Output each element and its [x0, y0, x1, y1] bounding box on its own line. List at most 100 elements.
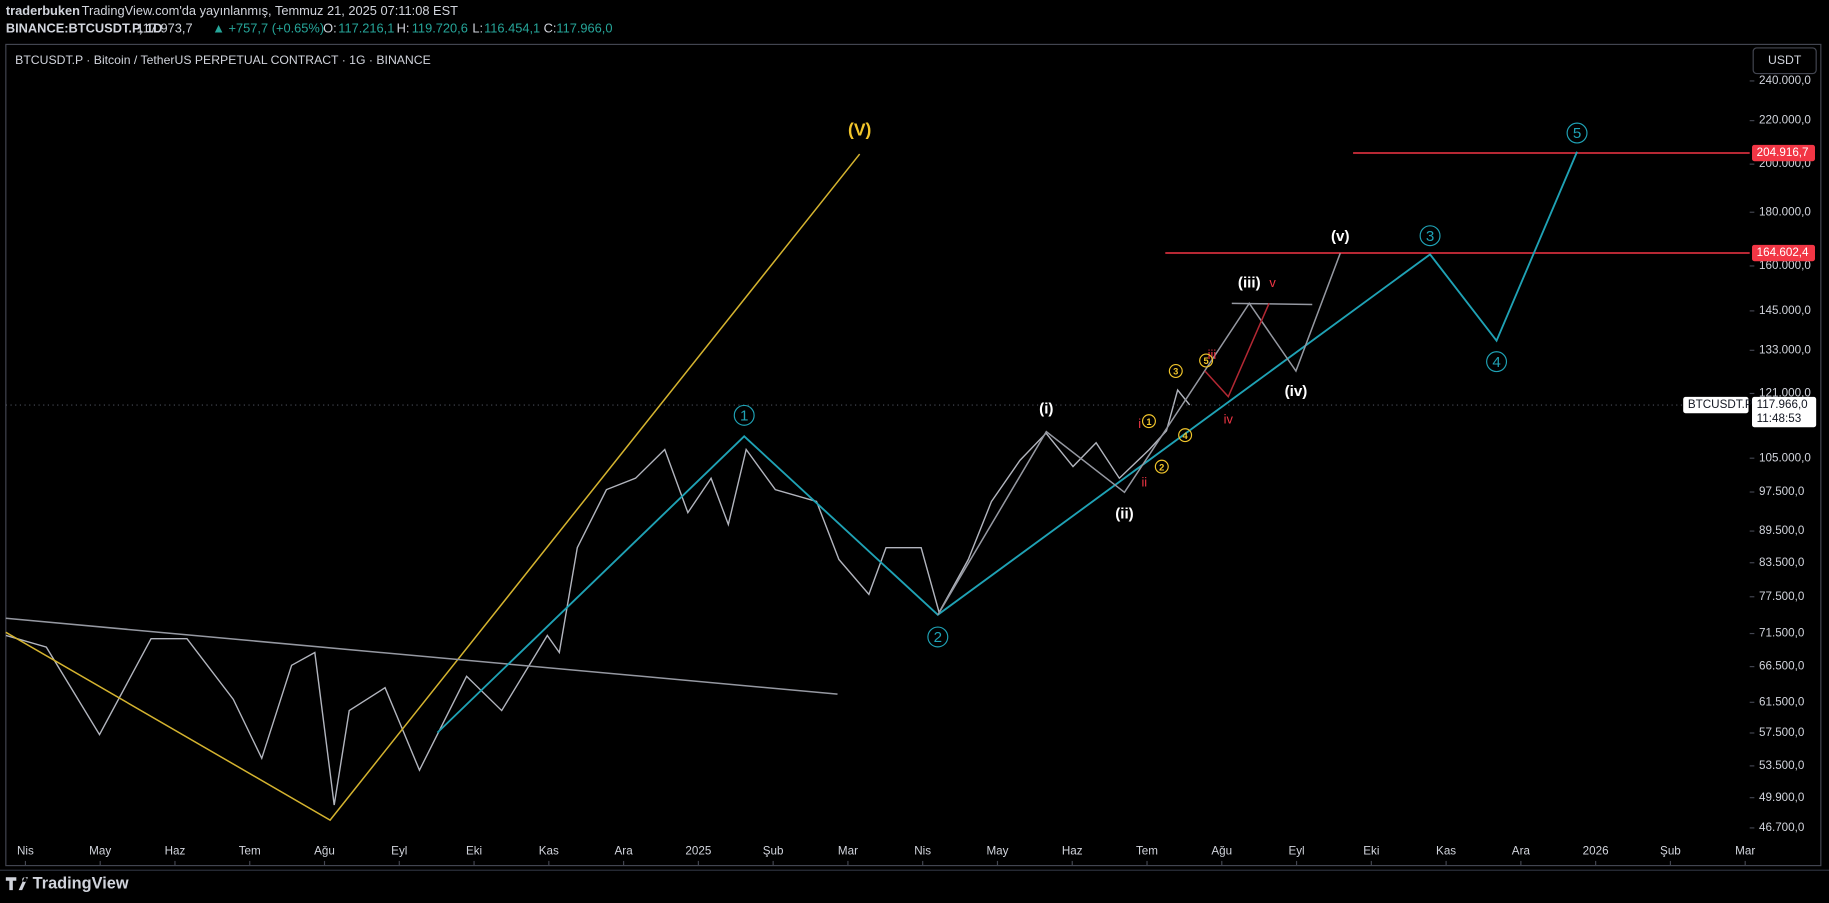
x-tick-label: Eyl: [391, 845, 407, 858]
x-tick-label: Kas: [1436, 845, 1456, 858]
plot: [5, 152, 1750, 806]
x-tick-label: Eyl: [1288, 845, 1304, 858]
cyan-wave-line: [436, 151, 1578, 734]
y-tick-label: 160.000,0: [1759, 259, 1811, 272]
wave-circle: [1419, 225, 1441, 247]
currency-button[interactable]: [1752, 47, 1817, 75]
last-price-tag: [1752, 396, 1817, 428]
x-tick-label: Haz: [1062, 845, 1083, 858]
sub-wave-circle: [1168, 364, 1183, 379]
y-tick-label: 105.000,0: [1759, 451, 1811, 464]
red-wave-line: [1204, 303, 1270, 399]
high-label: H:: [397, 21, 410, 36]
y-tick-label: 66.500,0: [1759, 660, 1805, 673]
drawings: [5, 151, 1578, 822]
wave-label: 4: [1492, 354, 1500, 371]
x-tick-label: Şub: [763, 845, 784, 858]
y-tick-label: 220.000,0: [1759, 114, 1811, 127]
x-tick-label: Haz: [165, 845, 186, 858]
x-tick-label: Ağu: [314, 845, 335, 858]
wave-label: 5: [1204, 356, 1209, 366]
x-tick-label: Kas: [539, 845, 559, 858]
price-tag-label: 164.602,4: [1757, 246, 1809, 259]
brand: TradingView: [33, 875, 129, 893]
wave-label: (iv): [1285, 383, 1308, 400]
y-tick-label: 121.000,0: [1759, 387, 1811, 400]
wave-label: 2: [934, 629, 942, 646]
sub-wave-circle: [1199, 353, 1214, 368]
wave-label: 1: [1146, 417, 1151, 427]
yellow-wave-line: [5, 153, 861, 822]
close: 117.966,0: [556, 21, 612, 36]
price-line: [5, 388, 1191, 806]
wave-label: 3: [1173, 367, 1178, 377]
symbol-tag: [1683, 396, 1749, 414]
y-tick-label: 61.500,0: [1759, 695, 1805, 708]
x-tick-label: Eki: [1363, 845, 1379, 858]
price-tag: [1752, 244, 1816, 262]
y-tick-label: 83.500,0: [1759, 556, 1805, 569]
wave-label: (iii): [1238, 275, 1261, 292]
author: traderbuken: [6, 3, 80, 18]
wave-labels: (V) 1 2 3 4 5 (i) (ii) (iii) (iv) (v) i …: [733, 119, 1588, 648]
high: 119.720,6: [412, 21, 468, 36]
wave-circle: [927, 626, 949, 648]
y-tick-label: 49.900,0: [1759, 791, 1805, 804]
y-tick-label: 57.500,0: [1759, 726, 1805, 739]
wave-label: v: [1269, 275, 1276, 290]
y-tick-label: 133.000,0: [1759, 343, 1811, 356]
wave-circle: [733, 404, 755, 426]
y-tick-label: 240.000,0: [1759, 74, 1811, 87]
wave-label: 2: [1159, 462, 1164, 472]
x-tick-label: Ağu: [1211, 845, 1232, 858]
x-tick-label: 2025: [685, 845, 711, 858]
x-tick-label: Eki: [466, 845, 482, 858]
wave-label: ii: [1141, 474, 1147, 489]
price-tag: [1752, 144, 1816, 162]
logo: [5, 877, 28, 891]
x-tick-label: Nis: [914, 845, 931, 858]
wave-label: iii: [1208, 347, 1217, 362]
sub-wave-circle: [1178, 428, 1193, 443]
y-tick-label: 46.700,0: [1759, 821, 1805, 834]
wave-label: (V): [848, 119, 871, 139]
open: 117.216,1: [338, 21, 394, 36]
grey-wave-line: [937, 252, 1341, 616]
x-tick-label: Ara: [1512, 845, 1531, 858]
sub-wave-circle: [1141, 414, 1156, 429]
pane-border: [5, 43, 1822, 867]
wave-circle: [1566, 122, 1588, 144]
y-tick-label: 180.000,0: [1759, 205, 1811, 218]
wave-label: 1: [740, 408, 748, 425]
wave-label: (ii): [1115, 505, 1134, 522]
x-tick-label: Tem: [1136, 845, 1158, 858]
symbol: BINANCE:BTCUSDT.P, 1D: [6, 21, 163, 36]
y-tick-label: 97.500,0: [1759, 485, 1805, 498]
sub-wave-circle: [1154, 459, 1169, 474]
wave-label: 3: [1426, 228, 1434, 245]
x-tick-label: Nis: [17, 845, 34, 858]
x-tick-label: 2026: [1583, 845, 1609, 858]
x-tick-label: Şub: [1660, 845, 1681, 858]
y-tick-label: 145.000,0: [1759, 304, 1811, 317]
price-tag-label: 204.916,7: [1757, 146, 1809, 159]
symbol-tag-label: BTCUSDT.P: [1688, 398, 1753, 411]
low-label: L:: [472, 21, 483, 36]
currency[interactable]: USDT: [1768, 53, 1802, 67]
change: ▲ +757,7 (+0.65%): [212, 21, 324, 36]
wave-label: i: [1138, 416, 1141, 431]
y-tick-label: 71.500,0: [1759, 627, 1805, 640]
last-price-label: 117.966,0: [1757, 398, 1809, 411]
x-tick-label: Tem: [239, 845, 261, 858]
wave-label: (i): [1039, 401, 1053, 418]
wave-label: iv: [1224, 411, 1234, 426]
wave-label: 4: [1183, 431, 1189, 441]
chart-title: BTCUSDT.P · Bitcoin / TetherUS PERPETUAL…: [15, 53, 431, 67]
x-tick-label: Mar: [838, 845, 858, 858]
x-tick-label: May: [986, 845, 1008, 858]
axes: 240.000,0220.000,0200.000,0180.000,0160.…: [17, 74, 1817, 866]
y-tick-label: 89.500,0: [1759, 524, 1805, 537]
grey-level: [1231, 302, 1313, 306]
y-tick-label: 53.500,0: [1759, 759, 1805, 772]
wave-label: 5: [1573, 125, 1581, 142]
